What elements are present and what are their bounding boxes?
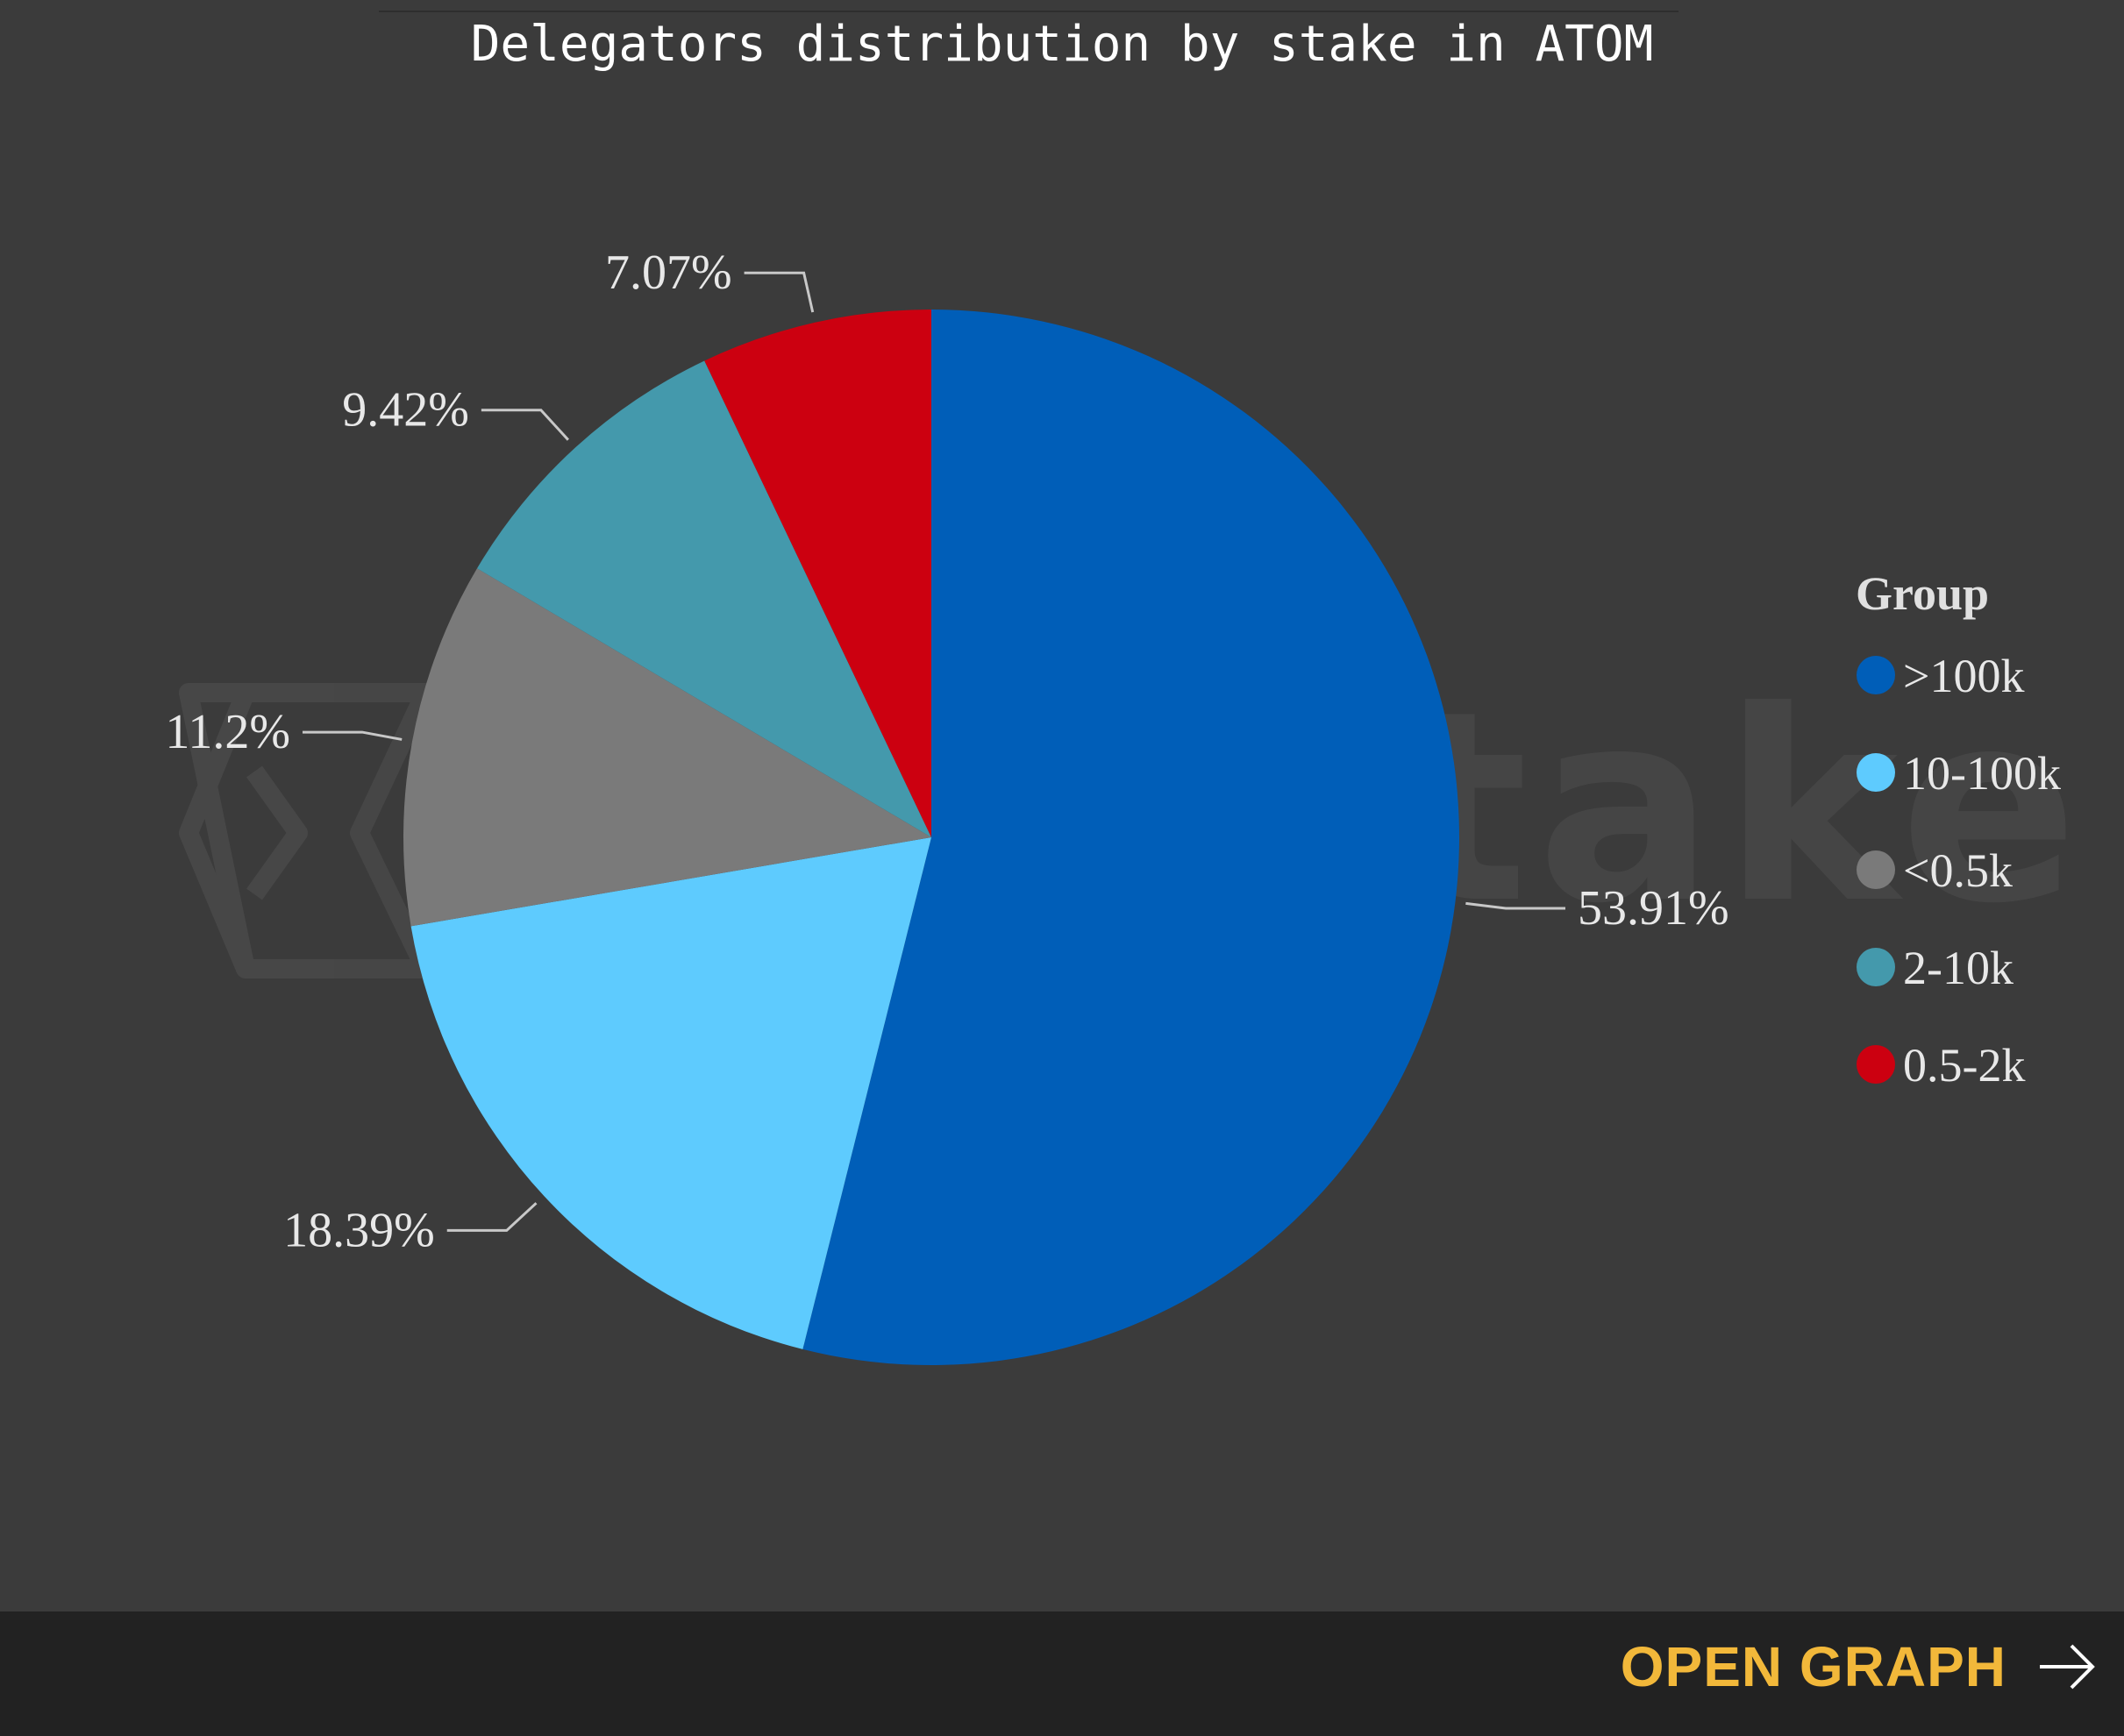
label-leader [446,1202,538,1232]
legend-label: <0.5k [1903,844,2013,897]
legend-label: 0.5-2k [1903,1039,2025,1092]
chart-area: Delegators distribution by stake in ATOM… [0,11,2124,1736]
pie-slice-10-100k [410,837,931,1349]
legend-swatch [1857,753,1895,792]
legend-swatch [1857,948,1895,986]
legend-swatch [1857,656,1895,694]
legend-title: Group [1856,567,1989,620]
legend: Group >100k 10-100k <0.5k 2-10k 0.5-2k [1856,567,2061,1092]
watermark-logo-icon [179,683,435,978]
legend-swatch [1857,1045,1895,1084]
pie-chart: everstake 53.91%18.39%11.2%9.42%7.07% Gr… [165,245,2061,1365]
top-divider [379,11,1679,12]
legend-label: >100k [1903,650,2024,702]
slice-value-label: 7.07% [605,245,732,300]
slice-value-label: 53.91% [1578,881,1729,936]
label-leader [302,730,403,741]
slice-labels: 53.91% 18.39% 11.2% 9.42% 7.07% [165,245,1728,1257]
slice-value-label: 9.42% [342,383,469,438]
pie-slice-0-5-2k [704,309,931,837]
pie-slice-2-10k [476,360,931,837]
legend-item-2-10k[interactable]: 2-10k [1857,942,2014,994]
legend-item-0-5k[interactable]: <0.5k [1857,844,2013,897]
arrow-right-icon [2040,1644,2095,1690]
slice-value-label: 11.2% [165,705,290,759]
pie-slices [403,309,1459,1365]
slice-value-label: 18.39% [283,1203,435,1257]
pie-slice-100k [802,309,1459,1365]
legend-label: 2-10k [1903,942,2014,994]
open-graph-button[interactable]: OPEN GRAPH [1621,1634,2098,1699]
open-graph-label: OPEN GRAPH [1620,1635,2006,1698]
label-leader [744,271,815,313]
legend-swatch [1857,850,1895,889]
footer-bar [0,1611,2124,1736]
label-leader [481,409,569,441]
legend-item-100k[interactable]: >100k [1857,650,2024,702]
legend-label: 10-100k [1903,747,2061,800]
pie-slice-0-5k [403,568,931,927]
legend-item-0-5-2k[interactable]: 0.5-2k [1857,1039,2025,1092]
chart-title: Delegators distribution by stake in ATOM [470,16,1654,73]
label-leaders [302,271,1566,1232]
legend-item-10-100k[interactable]: 10-100k [1857,747,2061,800]
label-leader [1465,901,1566,910]
